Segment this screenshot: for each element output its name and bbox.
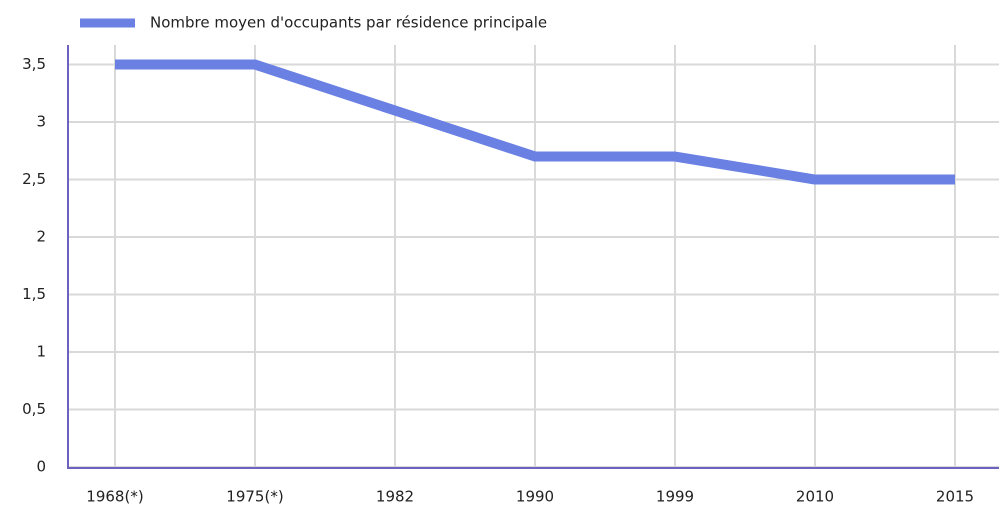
y-tick-label: 1,5 [22,285,46,303]
legend-label: Nombre moyen d'occupants par résidence p… [150,14,547,32]
data-line [115,59,955,185]
y-tick-label: 3 [36,113,46,131]
y-tick-label: 0,5 [22,400,46,418]
y-tick-label: 0 [36,458,46,476]
y-tick-label: 2 [36,228,46,246]
x-tick-label: 1975(*) [226,488,283,506]
x-tick-label: 1982 [376,488,414,506]
y-tick-label: 2,5 [22,170,46,188]
x-tick-label: 1999 [656,488,694,506]
x-tick-label: 1968(*) [86,488,143,506]
y-tick-label: 1 [36,343,46,361]
x-tick-label: 2015 [936,488,974,506]
x-tick-label: 2010 [796,488,834,506]
y-tick-label: 3,5 [22,55,46,73]
x-tick-label: 1990 [516,488,554,506]
